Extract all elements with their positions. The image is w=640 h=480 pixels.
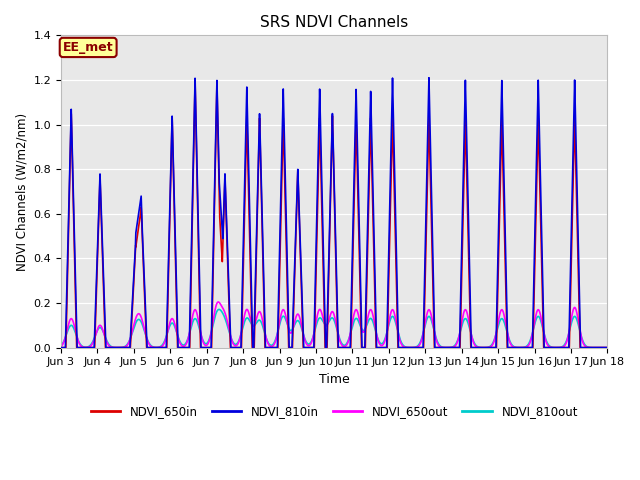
X-axis label: Time: Time [319,373,349,386]
Title: SRS NDVI Channels: SRS NDVI Channels [260,15,408,30]
Y-axis label: NDVI Channels (W/m2/nm): NDVI Channels (W/m2/nm) [15,112,28,271]
Legend: NDVI_650in, NDVI_810in, NDVI_650out, NDVI_810out: NDVI_650in, NDVI_810in, NDVI_650out, NDV… [86,400,582,423]
Text: EE_met: EE_met [63,41,113,54]
